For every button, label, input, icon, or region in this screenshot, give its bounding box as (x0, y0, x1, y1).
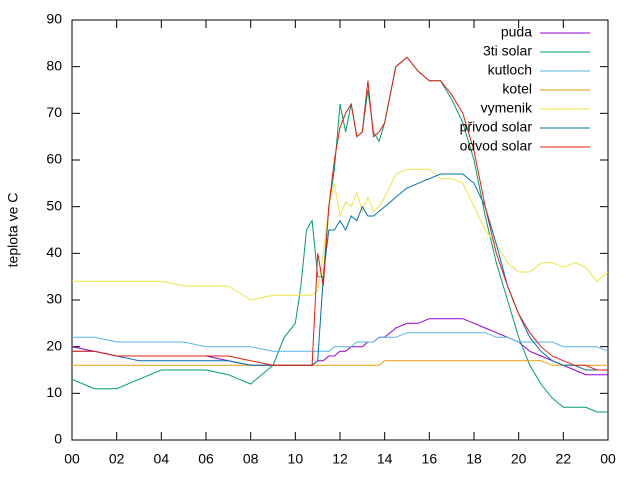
legend-label: přivod solar (460, 119, 533, 135)
series-line (72, 168, 609, 301)
x-tick-label: 20 (511, 451, 527, 467)
series-line (72, 360, 608, 366)
y-tick-label: 0 (54, 431, 62, 447)
y-tick-label: 20 (46, 337, 62, 353)
series-line (72, 56, 608, 371)
y-tick-label: 50 (46, 197, 62, 213)
legend-label: odvod solar (460, 138, 533, 154)
legend-label: vymenik (481, 100, 533, 116)
x-tick-label: 10 (288, 451, 304, 467)
y-tick-label: 10 (46, 384, 62, 400)
y-tick-label: 60 (46, 151, 62, 167)
legend-label: kotel (502, 81, 532, 97)
x-tick-label: 14 (377, 451, 393, 467)
x-tick-label: 00 (600, 451, 616, 467)
legend-label: puda (501, 24, 532, 40)
y-axis-label: teplota ve C (5, 193, 21, 268)
legend-label: 3ti solar (483, 43, 532, 59)
x-tick-label: 06 (198, 451, 214, 467)
x-tick-label: 00 (64, 451, 80, 467)
x-tick-label: 22 (556, 451, 572, 467)
y-tick-label: 70 (46, 104, 62, 120)
legend-label: kutloch (488, 62, 532, 78)
y-tick-label: 40 (46, 244, 62, 260)
y-tick-label: 80 (46, 57, 62, 73)
x-tick-label: 08 (243, 451, 259, 467)
x-tick-label: 18 (466, 451, 482, 467)
series-line (72, 332, 609, 352)
y-tick-label: 90 (46, 11, 62, 27)
x-tick-label: 04 (154, 451, 170, 467)
y-tick-label: 30 (46, 291, 62, 307)
x-tick-label: 02 (109, 451, 125, 467)
x-tick-label: 16 (422, 451, 438, 467)
x-tick-label: 12 (332, 451, 348, 467)
